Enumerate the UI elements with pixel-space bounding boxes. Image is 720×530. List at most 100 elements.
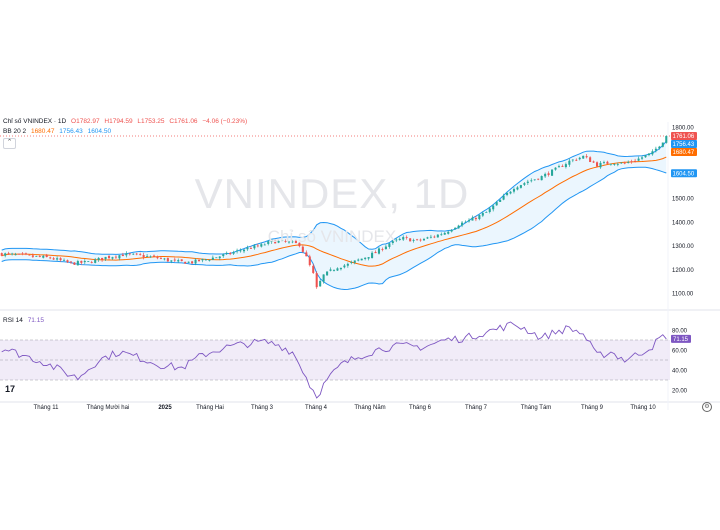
candle-body xyxy=(533,179,536,181)
candle-body xyxy=(208,259,211,261)
gear-icon[interactable]: ⚙ xyxy=(702,402,712,412)
candle xyxy=(163,257,166,261)
candle-body xyxy=(589,157,592,163)
candle-body xyxy=(294,241,297,244)
candle xyxy=(357,258,360,262)
candle xyxy=(298,242,301,248)
candle xyxy=(602,160,606,165)
candle-body xyxy=(180,259,183,262)
price-tick-label: 1200.00 xyxy=(672,268,694,274)
candle xyxy=(530,178,533,183)
rsi-label[interactable]: RSI 14 xyxy=(3,317,23,324)
rsi-tick-label: 60.00 xyxy=(672,349,688,355)
candle xyxy=(533,179,536,181)
bb-basis-value: 1680.47 xyxy=(30,128,55,135)
candle-body xyxy=(647,153,651,156)
candle-body xyxy=(197,259,201,262)
candle xyxy=(481,211,484,218)
candle xyxy=(547,171,550,177)
candle xyxy=(204,258,207,261)
candle-body xyxy=(149,256,152,258)
symbol-title[interactable]: Chỉ số VNINDEX · 1D xyxy=(3,118,67,125)
candle-body xyxy=(350,262,353,263)
candle-body xyxy=(118,255,121,259)
candle xyxy=(516,186,519,191)
price-label-bb-upper: 1756.43 xyxy=(673,142,695,148)
candle-body xyxy=(602,162,606,163)
price-tick-label: 1300.00 xyxy=(672,244,694,250)
candle xyxy=(443,232,446,235)
candle-body xyxy=(239,250,242,252)
candle xyxy=(419,238,422,242)
candle xyxy=(377,247,381,255)
candle xyxy=(620,162,623,164)
candle-body xyxy=(620,162,623,164)
candle xyxy=(111,256,114,260)
candle xyxy=(281,239,284,241)
candle xyxy=(73,262,76,265)
candle-body xyxy=(371,252,374,258)
time-tick-label: Tháng Năm xyxy=(354,405,385,411)
candle xyxy=(83,259,86,265)
candle-body xyxy=(31,255,34,257)
candle xyxy=(222,253,225,258)
candle-body xyxy=(447,231,450,234)
candle xyxy=(540,175,543,181)
candle xyxy=(661,142,664,148)
candle xyxy=(391,239,394,245)
candle-body xyxy=(339,267,342,270)
candle-body xyxy=(374,252,377,254)
candle-body xyxy=(256,245,259,247)
candle xyxy=(104,256,107,261)
candle-body xyxy=(464,221,467,223)
candle-body xyxy=(236,250,239,252)
time-tick-label: Tháng 6 xyxy=(409,405,432,411)
candle xyxy=(488,207,491,214)
candle xyxy=(118,254,121,261)
bb-label[interactable]: BB 20 2 xyxy=(3,128,27,135)
candle xyxy=(627,160,630,164)
candle xyxy=(350,260,353,265)
candle-body xyxy=(384,246,387,250)
tradingview-logo-icon[interactable]: 17 xyxy=(5,384,16,394)
candle xyxy=(0,252,3,257)
candle-body xyxy=(312,265,315,273)
candle-body xyxy=(474,218,477,220)
candle-body xyxy=(308,256,311,266)
candle xyxy=(461,220,464,228)
candle-body xyxy=(488,208,491,212)
candle-body xyxy=(596,162,599,167)
candle xyxy=(211,255,214,261)
price-tick-label: 1400.00 xyxy=(672,220,694,226)
candle-body xyxy=(336,268,339,271)
rsi-last-label: 71.15 xyxy=(673,337,689,343)
candle xyxy=(173,257,176,262)
collapse-legend-button[interactable]: ⌃ xyxy=(3,138,16,149)
candle xyxy=(641,155,644,161)
candle xyxy=(395,237,398,243)
candle-body xyxy=(69,261,72,263)
candle xyxy=(450,229,453,233)
candle xyxy=(305,250,308,257)
candle-body xyxy=(481,213,484,216)
candle-body xyxy=(128,253,131,255)
time-tick-label: Tháng 4 xyxy=(305,405,328,411)
candle xyxy=(180,259,183,262)
candle-body xyxy=(509,191,512,194)
candle-body xyxy=(454,227,457,230)
candle-body xyxy=(471,217,474,221)
candle xyxy=(388,242,391,249)
time-tick-label: Tháng Mười hai xyxy=(87,405,130,411)
bb-upper-value: 1756.43 xyxy=(59,128,83,135)
candle xyxy=(402,235,405,241)
candle-body xyxy=(651,151,654,155)
bb-upper-line xyxy=(1,140,667,255)
candle-body xyxy=(267,241,270,244)
candle xyxy=(658,145,661,150)
candle xyxy=(177,258,180,263)
candle-body xyxy=(274,240,277,244)
candle xyxy=(353,260,356,265)
candle xyxy=(409,237,412,242)
candle xyxy=(551,169,554,176)
candle xyxy=(630,159,633,164)
